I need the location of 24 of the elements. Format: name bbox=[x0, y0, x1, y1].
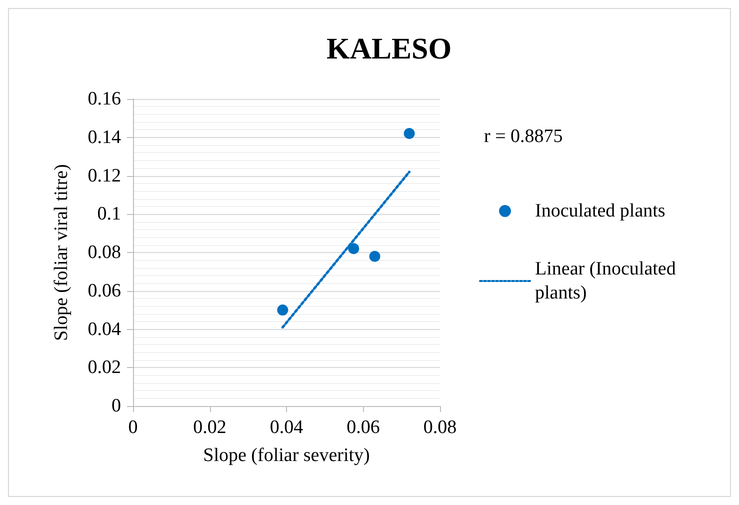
chart-title: KALESO bbox=[326, 32, 452, 66]
y-tick-label: 0 bbox=[112, 396, 121, 416]
y-axis-title: Slope (foliar viral titre) bbox=[51, 164, 72, 341]
y-tick-label: 0.1 bbox=[97, 204, 121, 225]
x-tick-label: 0 bbox=[128, 417, 138, 438]
point bbox=[277, 304, 288, 316]
point bbox=[369, 250, 380, 262]
text: r = 0.8875 bbox=[484, 126, 563, 147]
y-tick-label: 0.16 bbox=[88, 88, 121, 110]
point bbox=[404, 128, 415, 140]
legend-label: Linear (Inoculated plants) bbox=[535, 258, 681, 304]
legend-label: Inoculated plants bbox=[535, 200, 666, 222]
x-tick-label: 0.08 bbox=[423, 417, 457, 438]
x-tick-label: 0.02 bbox=[193, 417, 226, 438]
y-tick-label: 0.12 bbox=[88, 165, 121, 186]
x-tick-label: 0.04 bbox=[270, 417, 304, 438]
y-tick-label: 0.08 bbox=[88, 242, 121, 263]
y-tick-label: 0.04 bbox=[88, 318, 122, 340]
x-tick-label: 0.06 bbox=[346, 417, 380, 438]
y-tick-label: 0.06 bbox=[88, 280, 121, 302]
y-tick-label: 0.14 bbox=[88, 126, 122, 148]
x-axis-title: Slope (foliar severity) bbox=[203, 445, 370, 466]
point bbox=[348, 243, 360, 254]
y-tick-label: 0.02 bbox=[88, 357, 121, 378]
